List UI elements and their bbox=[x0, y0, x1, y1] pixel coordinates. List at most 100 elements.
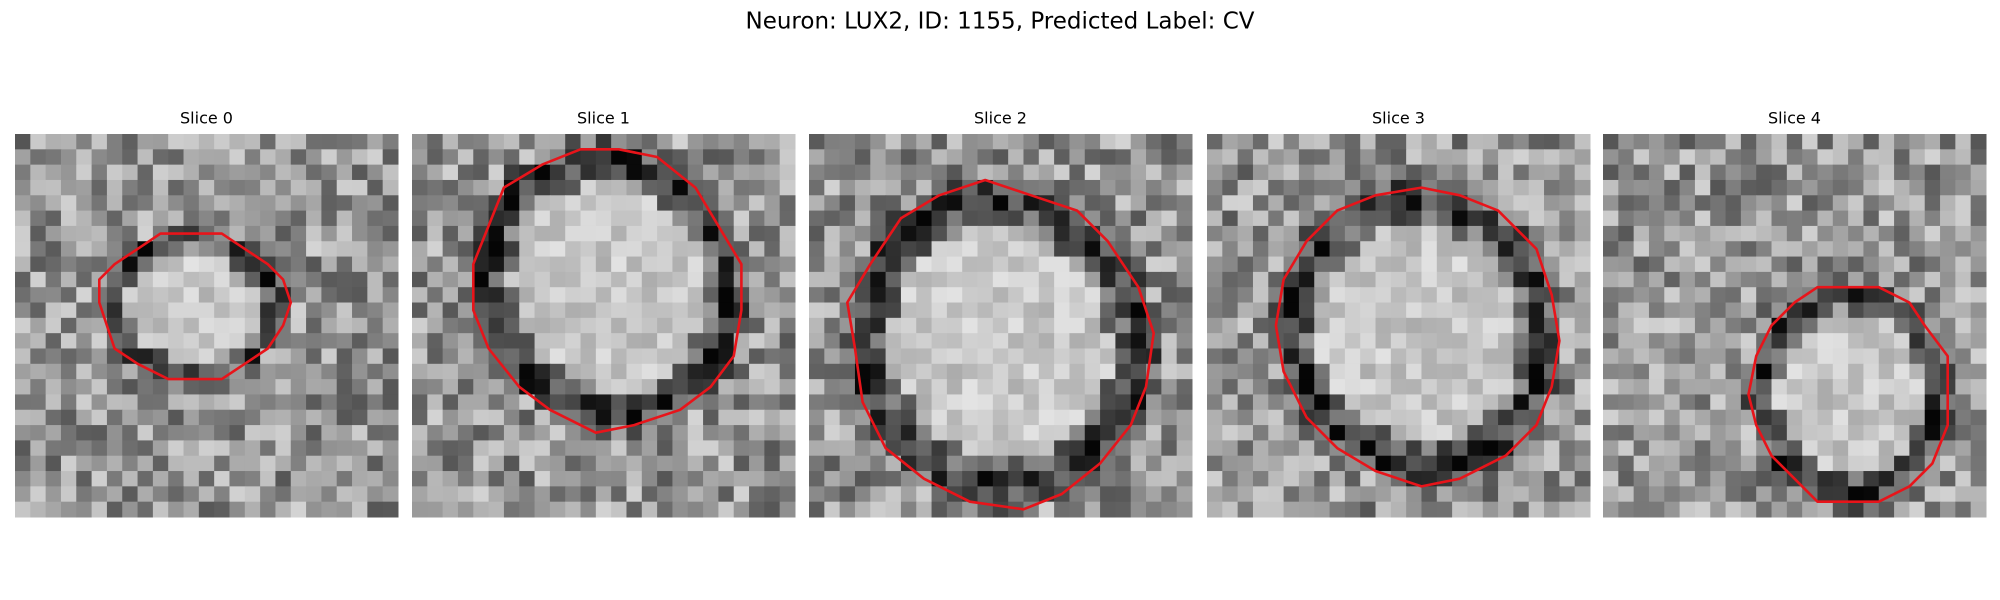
pixel bbox=[214, 394, 230, 411]
pixel bbox=[1360, 210, 1377, 227]
pixel bbox=[137, 471, 154, 487]
pixel bbox=[1252, 425, 1269, 441]
pixel bbox=[1740, 317, 1757, 334]
pixel bbox=[306, 333, 322, 349]
pixel bbox=[1710, 256, 1727, 273]
pixel bbox=[1069, 317, 1086, 334]
pixel bbox=[91, 471, 108, 487]
pixel bbox=[122, 471, 139, 487]
pixel bbox=[183, 179, 200, 196]
pixel bbox=[1894, 471, 1910, 487]
pixel bbox=[1467, 394, 1484, 411]
pixel bbox=[1894, 195, 1910, 212]
pixel bbox=[580, 195, 597, 212]
pixel bbox=[244, 210, 261, 227]
pixel bbox=[916, 164, 933, 181]
pixel bbox=[580, 241, 597, 258]
pixel bbox=[1038, 501, 1055, 518]
pixel bbox=[1603, 471, 1619, 487]
pixel bbox=[1955, 164, 1972, 181]
pixel bbox=[1694, 210, 1711, 227]
pixel bbox=[779, 302, 796, 319]
pixel bbox=[764, 210, 781, 227]
pixel bbox=[1314, 317, 1331, 334]
pixel bbox=[1115, 455, 1132, 472]
pixel bbox=[1710, 317, 1727, 334]
pixel bbox=[565, 241, 582, 258]
pixel bbox=[809, 287, 825, 304]
pixel bbox=[733, 440, 750, 457]
pixel bbox=[1528, 501, 1545, 518]
pixel bbox=[275, 471, 292, 487]
pixel bbox=[183, 164, 200, 181]
pixel bbox=[1298, 348, 1315, 365]
pixel bbox=[1452, 425, 1468, 441]
pixel bbox=[687, 501, 704, 518]
pixel bbox=[321, 409, 338, 426]
pixel bbox=[946, 134, 963, 150]
pixel bbox=[1268, 195, 1285, 212]
pixel bbox=[152, 394, 169, 411]
pixel bbox=[1725, 394, 1742, 411]
pixel bbox=[290, 425, 307, 441]
pixel bbox=[473, 471, 490, 487]
pixel bbox=[885, 348, 902, 365]
pixel bbox=[1633, 134, 1650, 150]
pixel bbox=[30, 317, 47, 334]
pixel bbox=[15, 302, 31, 319]
pixel bbox=[1559, 425, 1576, 441]
pixel bbox=[275, 164, 292, 181]
pixel bbox=[1817, 409, 1834, 426]
pixel bbox=[1955, 455, 1972, 472]
pixel bbox=[1314, 241, 1331, 258]
pixel bbox=[626, 425, 643, 441]
pixel bbox=[641, 164, 658, 181]
pixel bbox=[352, 271, 368, 288]
pixel bbox=[519, 333, 536, 349]
pixel bbox=[749, 302, 765, 319]
pixel bbox=[229, 195, 246, 212]
pixel bbox=[900, 241, 917, 258]
pixel bbox=[1360, 164, 1377, 181]
pixel bbox=[122, 394, 139, 411]
pixel bbox=[809, 425, 825, 441]
pixel bbox=[595, 134, 612, 150]
pixel bbox=[1360, 486, 1377, 503]
pixel bbox=[519, 149, 536, 166]
pixel bbox=[1528, 440, 1545, 457]
pixel bbox=[1863, 302, 1880, 319]
pixel bbox=[626, 241, 643, 258]
pixel bbox=[1970, 241, 1987, 258]
pixel bbox=[260, 149, 276, 166]
pixel bbox=[321, 471, 338, 487]
pixel bbox=[1802, 333, 1818, 349]
pixel bbox=[595, 409, 612, 426]
pixel bbox=[626, 409, 643, 426]
pixel bbox=[1130, 210, 1147, 227]
pixel bbox=[1603, 425, 1619, 441]
pixel bbox=[183, 134, 200, 150]
pixel bbox=[45, 471, 62, 487]
pixel bbox=[733, 179, 750, 196]
pixel bbox=[1069, 164, 1086, 181]
pixel bbox=[244, 440, 261, 457]
pixel bbox=[1618, 486, 1635, 503]
pixel bbox=[1436, 149, 1453, 166]
pixel bbox=[900, 256, 917, 273]
pixel bbox=[1909, 409, 1926, 426]
pixel bbox=[1544, 333, 1560, 349]
pixel bbox=[1023, 471, 1040, 487]
pixel bbox=[1603, 149, 1619, 166]
pixel bbox=[1909, 440, 1926, 457]
pixel bbox=[30, 425, 47, 441]
pixel bbox=[1894, 455, 1910, 472]
pixel bbox=[275, 256, 292, 273]
pixel bbox=[1894, 149, 1910, 166]
pixel bbox=[367, 394, 384, 411]
pixel bbox=[1574, 333, 1591, 349]
pixel bbox=[1344, 317, 1361, 334]
pixel bbox=[229, 164, 246, 181]
pixel bbox=[30, 134, 47, 150]
pixel bbox=[457, 394, 474, 411]
pixel bbox=[1146, 179, 1162, 196]
